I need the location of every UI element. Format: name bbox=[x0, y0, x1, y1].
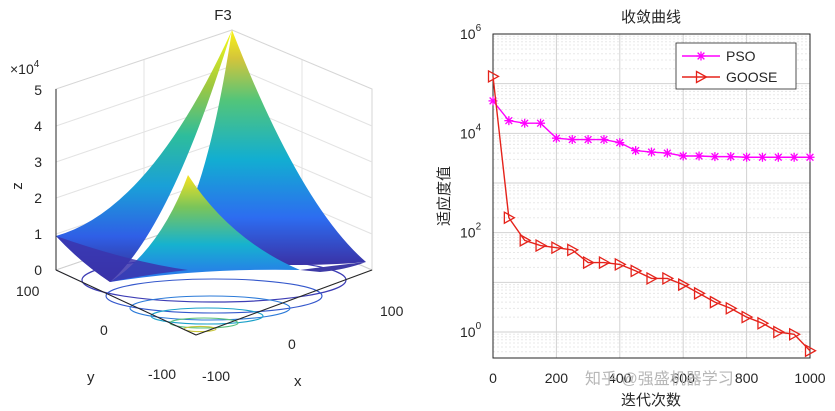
x-axis-line bbox=[195, 269, 373, 336]
data-point bbox=[520, 118, 530, 128]
data-point bbox=[551, 241, 564, 255]
surface-mesh bbox=[56, 30, 366, 282]
y-tick-labels: 100 0 -100 bbox=[16, 283, 176, 382]
data-point bbox=[583, 135, 593, 145]
x-tick-label: 0 bbox=[288, 336, 296, 352]
y-tick-labels: 100 102 104 106 bbox=[460, 23, 482, 340]
y-tick-label: 106 bbox=[460, 23, 482, 42]
data-point bbox=[741, 310, 754, 324]
y-tick-label: -100 bbox=[148, 366, 176, 382]
legend-marker bbox=[695, 70, 708, 84]
data-point bbox=[614, 257, 627, 271]
x-tick-label: 0 bbox=[489, 370, 497, 386]
x-tick-label: 100 bbox=[380, 303, 404, 319]
data-point bbox=[693, 286, 706, 300]
data-point bbox=[678, 151, 688, 161]
z-tick-label: 0 bbox=[34, 262, 42, 278]
data-point bbox=[789, 327, 801, 341]
data-point bbox=[599, 135, 609, 145]
z-tick-label: 1 bbox=[34, 226, 42, 242]
data-point bbox=[504, 116, 514, 126]
data-point bbox=[662, 271, 675, 286]
data-point bbox=[757, 316, 770, 330]
legend-marker bbox=[696, 51, 706, 61]
data-point bbox=[805, 152, 815, 162]
data-point bbox=[789, 152, 799, 162]
data-point bbox=[582, 255, 595, 270]
y-tick-label: 100 bbox=[460, 321, 482, 340]
surface-title: F3 bbox=[214, 7, 232, 24]
legend-entry: PSO bbox=[682, 48, 756, 64]
data-point bbox=[710, 152, 720, 162]
z-axis-label: z bbox=[9, 182, 26, 190]
data-point bbox=[615, 138, 625, 148]
data-point bbox=[678, 278, 691, 292]
z-tick-label: 3 bbox=[34, 154, 42, 170]
y-tick-label: 100 bbox=[16, 283, 40, 299]
data-point bbox=[503, 211, 516, 225]
x-tick-labels: -100 0 100 bbox=[202, 303, 404, 384]
data-point bbox=[709, 295, 722, 309]
x-tick-label: 400 bbox=[608, 370, 632, 386]
data-point bbox=[694, 151, 704, 161]
convergence-title: 收敛曲线 bbox=[621, 9, 681, 26]
x-tick-label: -100 bbox=[202, 368, 230, 384]
series-goose bbox=[487, 69, 817, 358]
x-tick-label: 200 bbox=[545, 370, 569, 386]
x-tick-label: 1000 bbox=[794, 370, 825, 386]
data-point bbox=[598, 255, 611, 270]
z-scale-factor: ×104 bbox=[10, 59, 40, 77]
series-layer bbox=[487, 69, 817, 358]
data-point bbox=[630, 264, 643, 278]
data-point bbox=[773, 152, 783, 162]
z-tick-label: 4 bbox=[34, 118, 42, 134]
z-tick-label: 5 bbox=[34, 82, 42, 98]
watermark: 知乎 @强盛机器学习 bbox=[585, 370, 734, 388]
data-point bbox=[662, 148, 672, 158]
surface-plot: F3 ×104 0 1 2 3 4 5 100 0 -100 -100 0 10… bbox=[9, 7, 404, 390]
data-point bbox=[757, 152, 767, 162]
y-tick-label: 0 bbox=[100, 322, 108, 338]
x-tick-label: 600 bbox=[672, 370, 696, 386]
x-tick-label: 800 bbox=[735, 370, 759, 386]
data-point bbox=[646, 271, 659, 286]
plot-frame bbox=[492, 33, 811, 359]
legend-entry: GOOSE bbox=[682, 69, 777, 85]
data-point bbox=[567, 135, 577, 145]
y-axis-label: y bbox=[87, 369, 95, 386]
data-point bbox=[487, 69, 500, 84]
data-point bbox=[567, 243, 580, 257]
x-axis-label: 迭代次数 bbox=[621, 392, 681, 409]
y-axis-label: 适应度值 bbox=[435, 166, 453, 226]
z-tick-labels: 0 1 2 3 4 5 bbox=[34, 82, 42, 278]
y-tick-label: 104 bbox=[460, 122, 482, 141]
y-tick-label: 102 bbox=[460, 222, 482, 241]
data-point bbox=[647, 147, 656, 157]
data-point bbox=[551, 133, 561, 143]
data-point bbox=[536, 118, 546, 128]
legend: PSO GOOSE bbox=[675, 42, 797, 90]
data-point bbox=[535, 238, 548, 253]
data-point bbox=[804, 344, 817, 358]
x-tick-labels: 0 200 400 600 800 1000 bbox=[489, 370, 826, 386]
z-tick-label: 2 bbox=[34, 190, 42, 206]
x-axis-label: x bbox=[294, 373, 302, 390]
data-point bbox=[519, 233, 532, 247]
convergence-plot: 0 200 400 600 800 1000 100 102 104 106 收敛曲线 迭代次数… bbox=[435, 9, 826, 409]
data-point bbox=[725, 301, 738, 315]
data-point bbox=[773, 325, 786, 339]
legend-label: PSO bbox=[726, 48, 756, 64]
data-point bbox=[742, 152, 752, 162]
y-axis-line bbox=[55, 269, 197, 336]
data-point bbox=[726, 152, 736, 162]
series-pso bbox=[488, 96, 815, 162]
data-point bbox=[631, 146, 641, 156]
legend-label: GOOSE bbox=[726, 69, 777, 85]
